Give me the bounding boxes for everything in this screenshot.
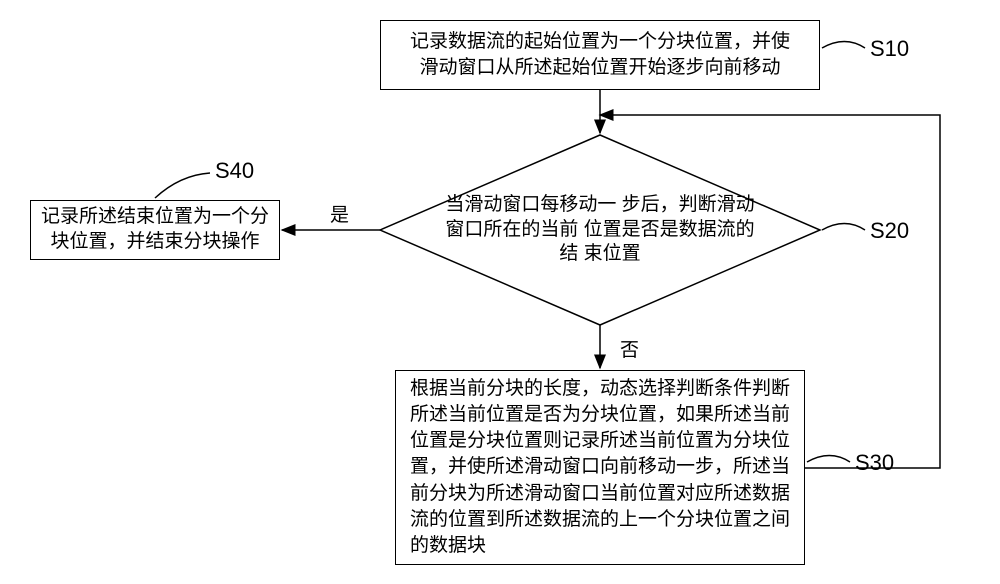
node-s40-line1: 记录所述结束位置为一个分	[41, 205, 269, 230]
node-s10-line2: 滑动窗口从所述起始位置开始逐步向前移动	[410, 55, 790, 81]
node-s20-line4: 束位置	[584, 243, 641, 264]
tag-s40: S40	[215, 158, 254, 184]
node-s30-line2: 所述当前位置是否为分块位置，如果所述当前	[410, 402, 790, 428]
node-s30-line6: 流的位置到所述数据流的上一个分块位置之间	[410, 507, 790, 533]
edge-label-no: 否	[620, 335, 639, 362]
tag-s20: S20	[870, 218, 909, 244]
node-s30: 根据当前分块的长度，动态选择判断条件判断 所述当前位置是否为分块位置，如果所述当…	[395, 370, 805, 565]
flowchart-canvas: 记录数据流的起始位置为一个分块位置，并使 滑动窗口从所述起始位置开始逐步向前移动…	[0, 0, 1000, 584]
node-s30-line7: 的数据块	[410, 533, 790, 559]
node-s20-line1: 当滑动窗口每移动一	[445, 194, 616, 215]
node-s30-line4: 置，并使所述滑动窗口向前移动一步，所述当	[410, 454, 790, 480]
tag-s30: S30	[855, 450, 894, 476]
edge-label-yes: 是	[330, 200, 349, 227]
node-s40-line2: 块位置，并结束分块操作	[41, 230, 269, 255]
node-s20-text: 当滑动窗口每移动一 步后，判断滑动窗口所在的当前 位置是否是数据流的结 束位置	[440, 152, 760, 308]
node-s30-line3: 位置是分块位置则记录所述当前位置为分块位	[410, 428, 790, 454]
tag-s10: S10	[870, 36, 909, 62]
node-s10: 记录数据流的起始位置为一个分块位置，并使 滑动窗口从所述起始位置开始逐步向前移动	[380, 20, 820, 90]
node-s30-line1: 根据当前分块的长度，动态选择判断条件判断	[410, 376, 790, 402]
node-s10-line1: 记录数据流的起始位置为一个分块位置，并使	[410, 29, 790, 55]
node-s40: 记录所述结束位置为一个分 块位置，并结束分块操作	[30, 200, 280, 260]
node-s30-line5: 前分块为所述滑动窗口当前位置对应所述数据	[410, 481, 790, 507]
